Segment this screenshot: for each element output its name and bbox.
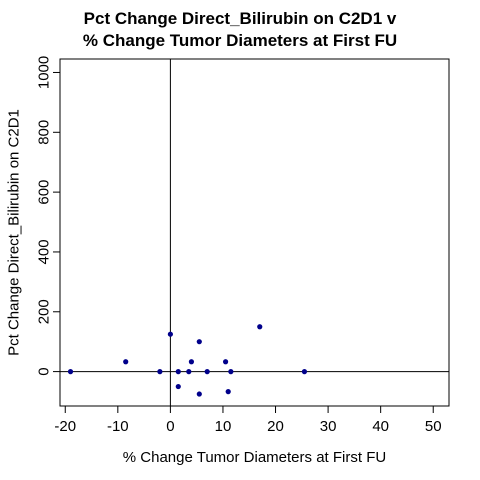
x-tick-label: 30: [320, 418, 337, 435]
chart-title-line-2: % Change Tumor Diameters at First FU: [82, 31, 398, 50]
y-axis: 0 200 400 600 800 1000: [36, 56, 61, 376]
x-axis-label: % Change Tumor Diameters at First FU: [123, 449, 386, 466]
data-point: [67, 368, 74, 375]
data-point: [186, 368, 192, 375]
y-axis-label: Pct Change Direct_Bilirubin on C2D1: [6, 109, 23, 356]
x-tick-label: -10: [107, 418, 129, 435]
data-point: [301, 368, 308, 375]
data-point: [196, 391, 202, 397]
x-tick-label: 20: [267, 418, 284, 435]
data-point: [196, 339, 202, 345]
plot-frame: [59, 58, 450, 407]
data-point: [175, 368, 181, 375]
x-axis: -20 -10 0 10 20 30 40 50: [54, 405, 442, 435]
data-points: [67, 324, 308, 397]
reference-lines: [60, 59, 449, 406]
y-tick-label: 600: [36, 180, 53, 205]
data-point: [225, 389, 231, 395]
data-point: [123, 359, 129, 365]
data-point: [228, 368, 234, 375]
x-tick-label: 50: [425, 418, 442, 435]
data-point: [204, 368, 210, 375]
y-tick-label: 200: [36, 299, 53, 324]
chart-title-line-1: Pct Change Direct_Bilirubin on C2D1 v: [83, 9, 397, 28]
y-tick-label: 1000: [36, 56, 53, 89]
data-point: [188, 359, 195, 365]
data-point: [167, 331, 173, 337]
data-point: [157, 368, 163, 375]
x-tick-label: 40: [372, 418, 389, 435]
data-point: [175, 383, 181, 390]
data-point: [257, 324, 263, 330]
x-tick-label: -20: [54, 418, 76, 435]
y-tick-label: 800: [36, 120, 53, 145]
x-tick-label: 10: [215, 418, 232, 435]
y-tick-label: 400: [36, 239, 53, 264]
data-point: [222, 359, 229, 365]
x-tick-label: 0: [166, 418, 174, 435]
y-tick-label: 0: [36, 367, 53, 375]
